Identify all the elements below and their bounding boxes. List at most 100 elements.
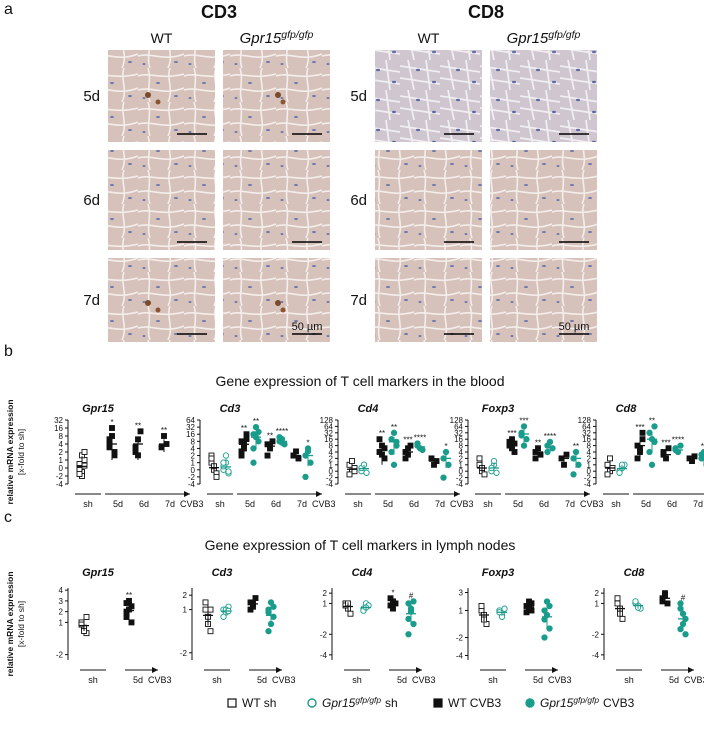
data-point bbox=[221, 614, 226, 619]
micrograph bbox=[375, 258, 482, 342]
significance: **** bbox=[544, 432, 556, 441]
data-point bbox=[303, 474, 308, 479]
x-tick-label: 6d bbox=[271, 499, 281, 509]
y-tick-label: 3 bbox=[59, 597, 64, 606]
gene-title: Gpr15 bbox=[82, 403, 115, 415]
gene-title: Gpr15 bbox=[82, 567, 115, 579]
data-point bbox=[615, 601, 620, 606]
data-point bbox=[266, 629, 271, 634]
data-point bbox=[391, 462, 396, 467]
panel-label: b bbox=[4, 343, 13, 360]
x-tick-label: 5d bbox=[257, 675, 267, 685]
y-tick-label: 2 bbox=[59, 448, 64, 457]
data-point bbox=[124, 601, 129, 606]
scale-bar-label: 50 µm bbox=[292, 321, 323, 333]
y-tick-label: 32 bbox=[54, 416, 63, 425]
data-point bbox=[547, 626, 552, 631]
x-tick-label: 5d bbox=[641, 499, 651, 509]
stained-cell bbox=[145, 300, 151, 306]
data-point bbox=[678, 626, 683, 631]
x-note: CVB3 bbox=[580, 499, 604, 509]
gene-name: Gpr15 bbox=[322, 696, 356, 710]
x-tick-label: 6d bbox=[667, 499, 677, 509]
gene-title: Cd3 bbox=[212, 567, 233, 579]
significance: * bbox=[306, 438, 309, 447]
genotype-sup: gfp/gfp bbox=[281, 29, 313, 41]
gene-name: Gpr15 bbox=[540, 696, 574, 710]
data-point bbox=[545, 449, 550, 454]
data-point bbox=[683, 632, 688, 637]
data-point bbox=[571, 472, 576, 477]
data-point bbox=[348, 611, 353, 616]
x-tick-label: sh bbox=[488, 675, 498, 685]
data-point bbox=[542, 617, 547, 622]
y-axis-label: relative mRNA expression bbox=[5, 399, 15, 504]
y-tick-label: 4 bbox=[59, 440, 64, 449]
data-point bbox=[608, 456, 613, 461]
data-point bbox=[524, 437, 529, 442]
genotype-sup: gfp/gfp bbox=[573, 695, 599, 705]
data-point bbox=[507, 439, 512, 444]
panel-title: Gene expression of T cell markers in the… bbox=[216, 373, 505, 389]
micrograph bbox=[490, 50, 597, 142]
x-tick-label: 5d bbox=[397, 675, 407, 685]
x-tick-label: sh bbox=[88, 675, 98, 685]
y-tick-label: 8 bbox=[59, 432, 64, 441]
x-tick-label: sh bbox=[624, 675, 634, 685]
x-tick-label: 5d bbox=[383, 499, 393, 509]
stained-cell bbox=[281, 308, 286, 313]
data-point bbox=[221, 460, 226, 465]
y-tick-label: -4 bbox=[592, 651, 600, 660]
data-point bbox=[441, 475, 446, 480]
scale-bar-label: 50 µm bbox=[559, 321, 590, 333]
data-point bbox=[159, 445, 164, 450]
significance: ** bbox=[126, 591, 132, 600]
data-point bbox=[605, 472, 610, 477]
data-point bbox=[620, 616, 625, 621]
row-label: 5d bbox=[350, 88, 367, 105]
data-point bbox=[271, 604, 276, 609]
stained-cell bbox=[156, 100, 161, 105]
x-note: CVB3 bbox=[180, 499, 204, 509]
y-tick-label: 2 bbox=[59, 608, 64, 617]
legend-label: WT sh bbox=[242, 696, 276, 710]
y-tick-label: -2 bbox=[56, 651, 64, 660]
row-label: 7d bbox=[350, 292, 367, 309]
y-tick-label: 1 bbox=[59, 456, 64, 465]
data-point bbox=[665, 601, 670, 606]
column-label: Gpr15gfp/gfp bbox=[240, 29, 314, 47]
x-tick-label: 5d bbox=[533, 675, 543, 685]
data-point bbox=[411, 621, 416, 626]
significance: **** bbox=[672, 436, 684, 445]
x-tick-label: 7d bbox=[693, 499, 703, 509]
data-point bbox=[296, 456, 301, 461]
stain-title: CD3 bbox=[201, 2, 237, 22]
significance: ** bbox=[573, 442, 579, 451]
micrograph bbox=[108, 50, 215, 142]
x-tick-label: 5d bbox=[669, 675, 679, 685]
y-tick-label: -4 bbox=[56, 480, 64, 489]
row-label: 5d bbox=[83, 88, 100, 105]
x-tick-label: sh bbox=[215, 499, 225, 509]
data-point bbox=[482, 472, 487, 477]
legend-marker bbox=[308, 699, 316, 707]
legend-marker bbox=[526, 699, 534, 707]
data-point bbox=[209, 456, 214, 461]
data-point bbox=[617, 470, 622, 475]
data-point bbox=[79, 622, 84, 627]
data-point bbox=[647, 449, 652, 454]
significance: ** bbox=[391, 423, 397, 432]
x-tick-label: 7d bbox=[565, 499, 575, 509]
y-tick-label: -2 bbox=[456, 634, 464, 643]
data-point bbox=[239, 449, 244, 454]
x-tick-label: 5d bbox=[245, 499, 255, 509]
x-note: CVB3 bbox=[548, 675, 572, 685]
data-point bbox=[214, 474, 219, 479]
gene-title: Cd4 bbox=[358, 403, 379, 415]
y-tick-label: -2 bbox=[56, 472, 64, 481]
stained-cell bbox=[281, 100, 286, 105]
y-tick-label: -4 bbox=[320, 651, 328, 660]
significance: * bbox=[110, 418, 113, 427]
significance: ** bbox=[253, 417, 259, 426]
